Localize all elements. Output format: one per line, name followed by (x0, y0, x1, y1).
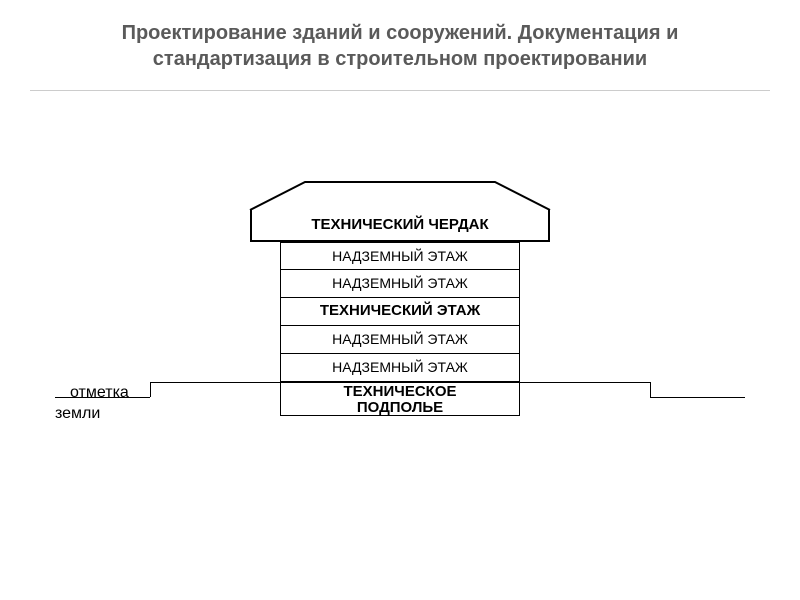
ground-drop-left (150, 382, 151, 397)
attic-floor: ТЕХНИЧЕСКИЙ ЧЕРДАК (250, 210, 550, 242)
ground-line-right-upper (520, 382, 650, 383)
ground-level-label: отметка земли (70, 383, 129, 425)
ground-label-line2: земли (55, 405, 100, 422)
underground-line2: ПОДПОЛЬЕ (357, 399, 443, 416)
floor-row: НАДЗЕМНЫЙ ЭТАЖ (280, 326, 520, 354)
underground-line1: ТЕХНИЧЕСКОЕ (344, 383, 457, 400)
ground-line-right-lower (650, 397, 745, 398)
page-title: Проектирование зданий и сооружений. Доку… (0, 0, 800, 82)
ground-label-line1: отметка (70, 384, 129, 401)
building-diagram: ТЕХНИЧЕСКИЙ ЧЕРДАК НАДЗЕМНЫЙ ЭТАЖ НАДЗЕМ… (0, 180, 800, 560)
title-separator (30, 90, 770, 91)
roof-icon (248, 180, 552, 210)
floor-stack: НАДЗЕМНЫЙ ЭТАЖ НАДЗЕМНЫЙ ЭТАЖ ТЕХНИЧЕСКИ… (280, 242, 520, 382)
underground-floor: ТЕХНИЧЕСКОЕ ПОДПОЛЬЕ (280, 382, 520, 416)
ground-drop-right (650, 382, 651, 397)
floor-row: НАДЗЕМНЫЙ ЭТАЖ (280, 270, 520, 298)
floor-row: НАДЗЕМНЫЙ ЭТАЖ (280, 242, 520, 270)
floor-row: НАДЗЕМНЫЙ ЭТАЖ (280, 354, 520, 382)
floor-row: ТЕХНИЧЕСКИЙ ЭТАЖ (280, 298, 520, 326)
ground-line-left-upper (150, 382, 280, 383)
